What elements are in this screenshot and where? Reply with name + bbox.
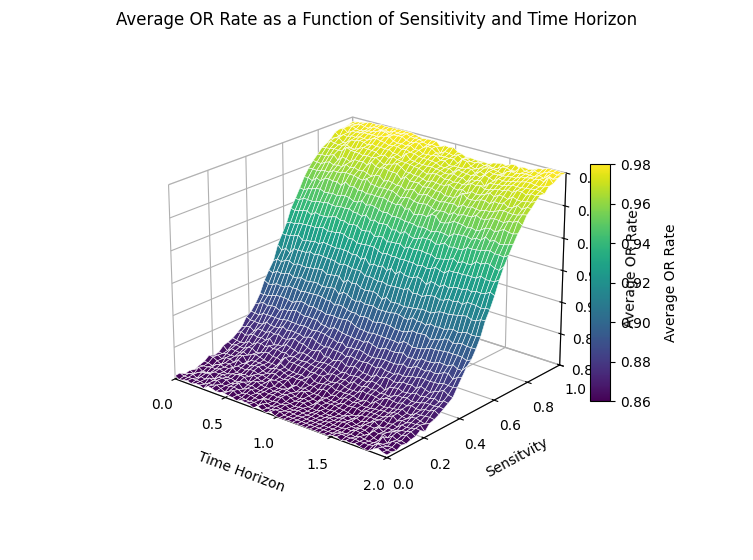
Y-axis label: Sensitvity: Sensitvity: [483, 436, 550, 480]
X-axis label: Time Horizon: Time Horizon: [196, 450, 286, 495]
Text: Average OR Rate as a Function of Sensitivity and Time Horizon: Average OR Rate as a Function of Sensiti…: [116, 11, 637, 29]
Y-axis label: Average OR Rate: Average OR Rate: [664, 223, 678, 342]
